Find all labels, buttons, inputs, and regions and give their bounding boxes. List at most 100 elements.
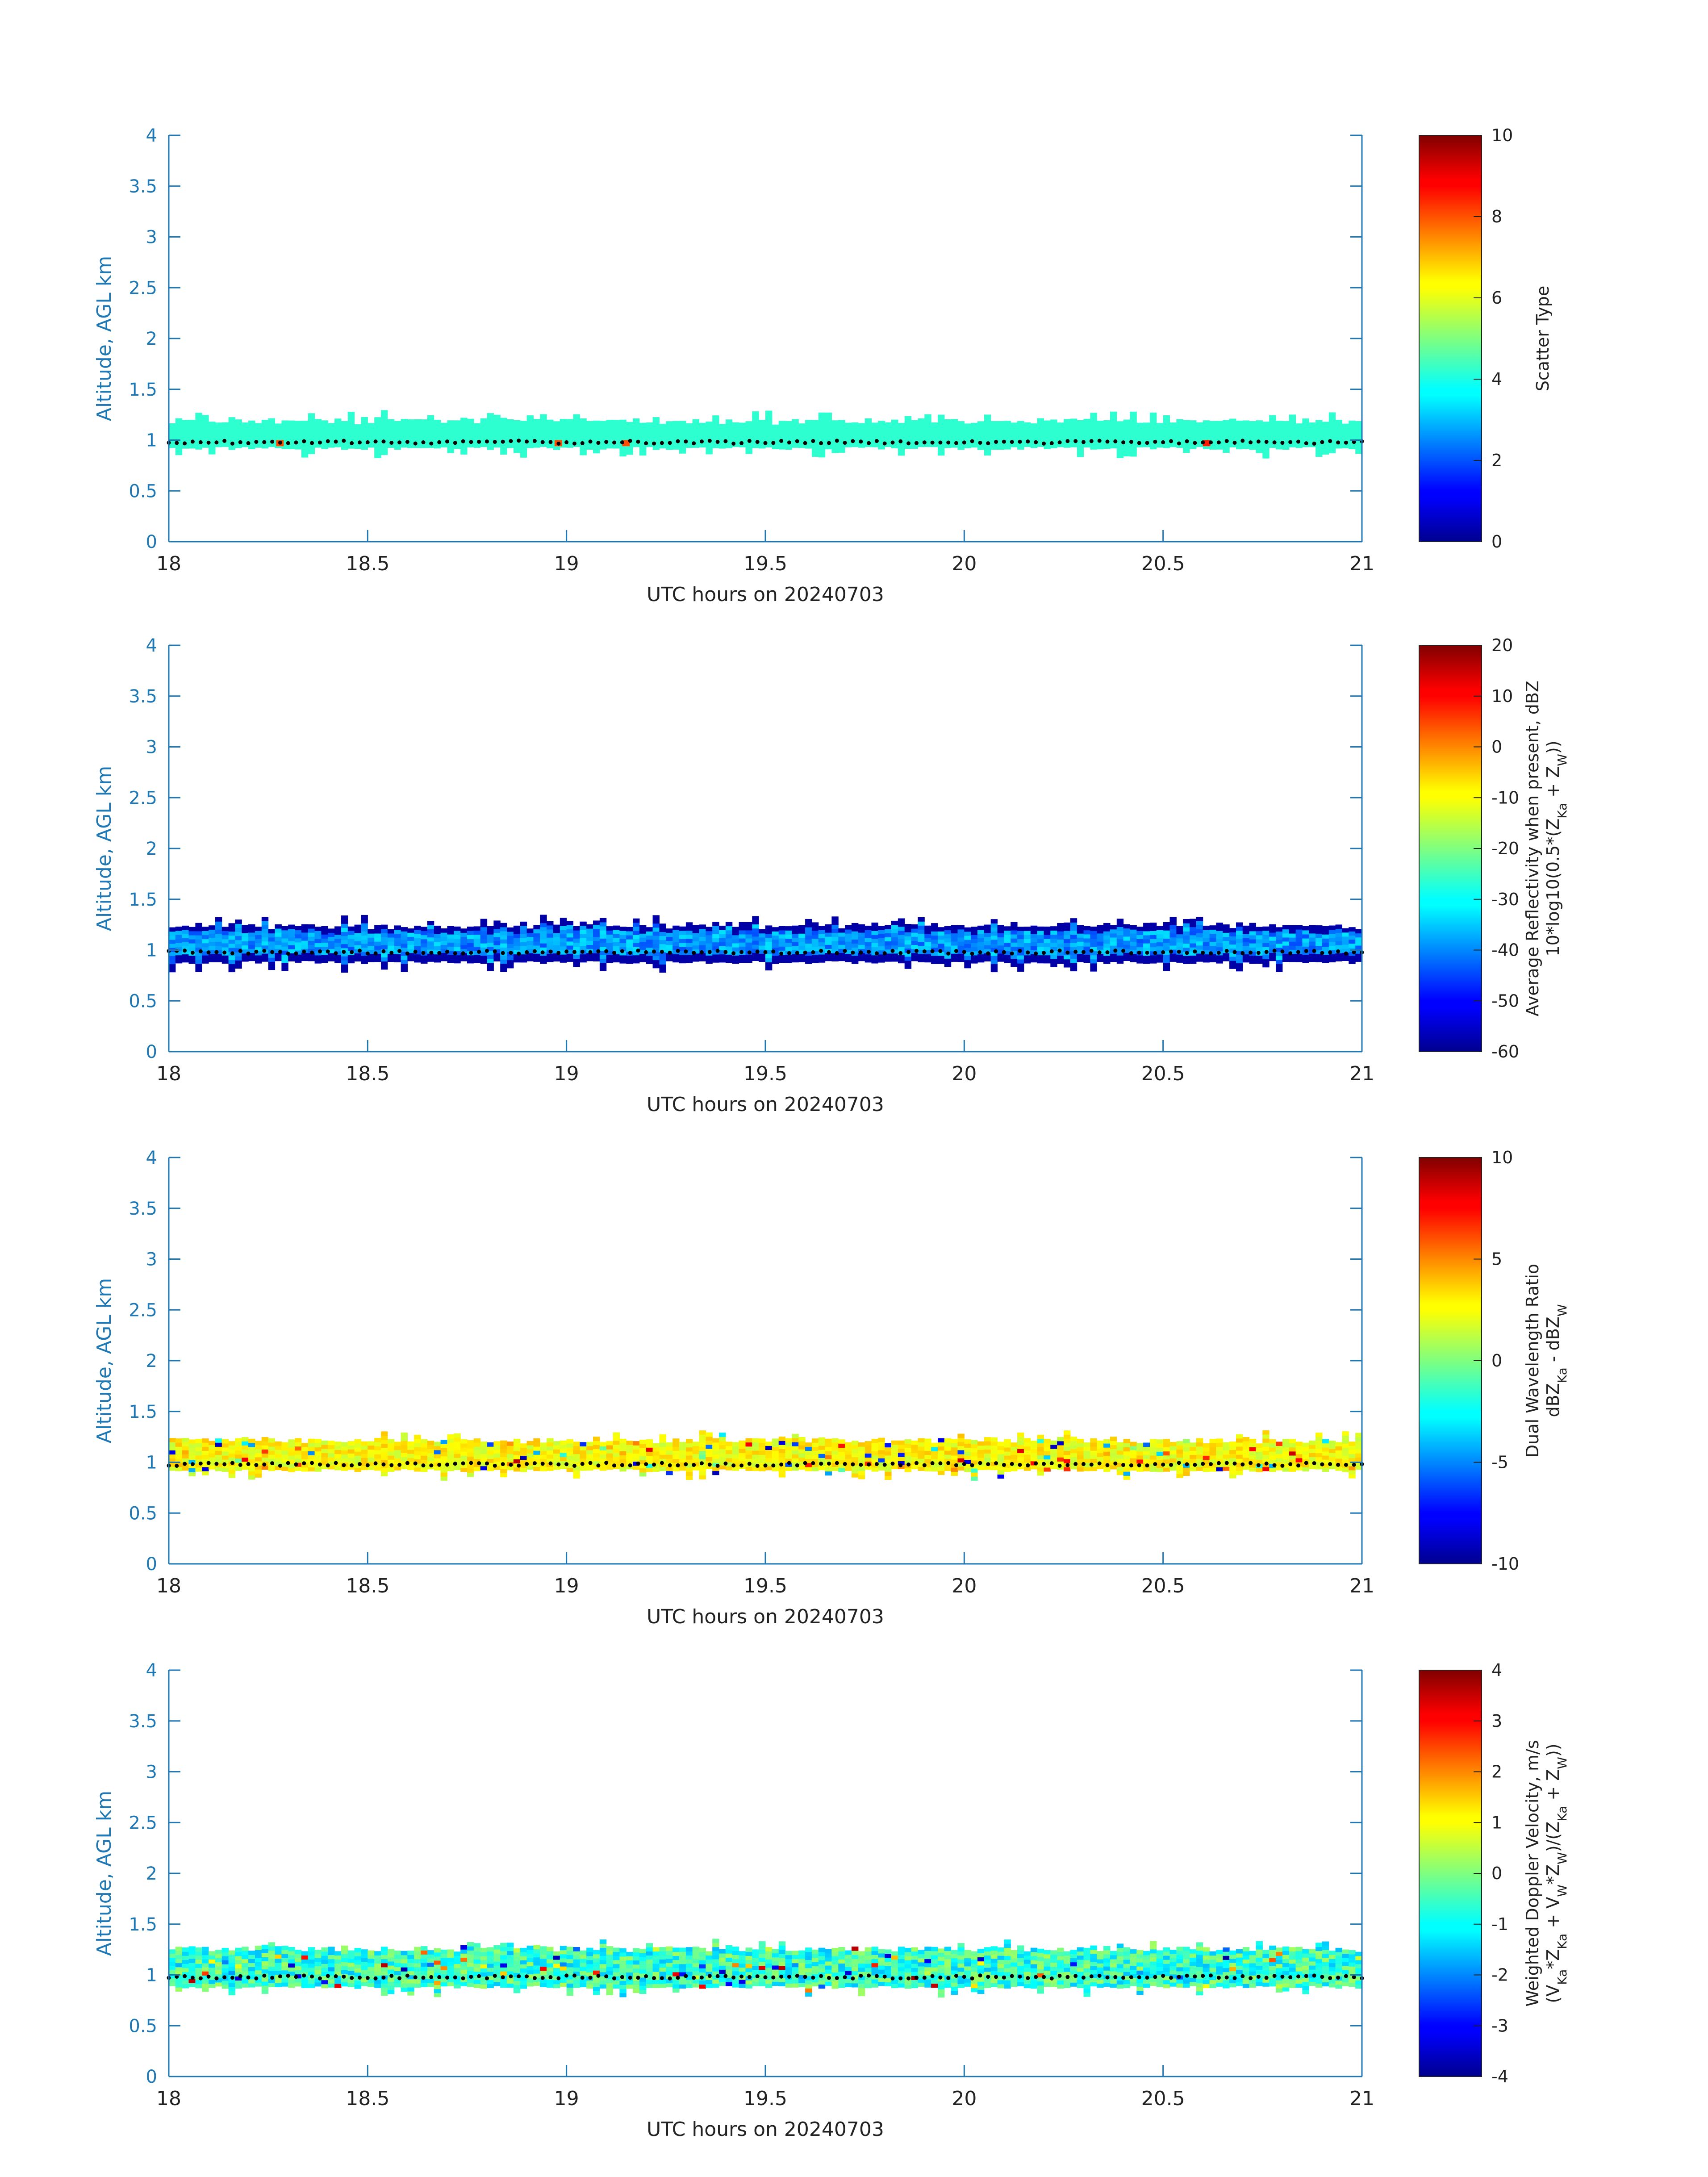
heatmap-cell [195, 1451, 202, 1456]
heatmap-cell [1335, 436, 1342, 441]
heatmap-cell [1030, 929, 1038, 934]
heatmap-cell [666, 1442, 673, 1447]
heatmap-cell [1077, 953, 1084, 958]
heatmap-cell [374, 937, 381, 942]
cloud-base-point [1185, 439, 1189, 443]
heatmap-cell [308, 928, 315, 933]
heatmap-cell [467, 1444, 474, 1449]
heatmap-cell [752, 415, 759, 420]
cloud-base-point [755, 949, 760, 954]
heatmap-cell [321, 420, 328, 425]
heatmap-cell [387, 1451, 395, 1456]
heatmap-cell [672, 1450, 680, 1455]
heatmap-cell [1196, 1458, 1203, 1463]
heatmap-cell [447, 420, 454, 425]
cloud-base-point [381, 439, 386, 444]
heatmap-cell [1077, 933, 1084, 938]
heatmap-cell [175, 1438, 183, 1443]
heatmap-cell [553, 445, 560, 450]
heatmap-cell [533, 439, 540, 444]
heatmap-cell [334, 951, 342, 955]
heatmap-cell [1163, 1463, 1170, 1468]
heatmap-cell [1130, 1450, 1137, 1454]
heatmap-cell [685, 1467, 693, 1472]
heatmap-cell [652, 433, 660, 438]
heatmap-cell [580, 1458, 587, 1463]
heatmap-cell [765, 1446, 773, 1450]
heatmap-cell [633, 943, 640, 947]
heatmap-cell [1256, 1467, 1263, 1472]
heatmap-cell [447, 954, 454, 959]
heatmap-cell [321, 428, 328, 433]
cloud-base-point [882, 951, 887, 956]
cloud-base-point [206, 440, 211, 445]
cloud-base-point [970, 952, 974, 956]
heatmap-cell [864, 439, 872, 443]
heatmap-cell [785, 1458, 792, 1463]
heatmap-cell [1328, 941, 1336, 946]
heatmap-cell [1011, 422, 1018, 427]
heatmap-cell [719, 934, 726, 938]
heatmap-cell [1110, 1457, 1117, 1462]
heatmap-cell [831, 932, 839, 937]
cloud-base-point [1153, 439, 1157, 444]
heatmap-cell [1163, 443, 1170, 448]
heatmap-cell [805, 420, 812, 424]
heatmap-cell [513, 444, 521, 449]
heatmap-cell [295, 1442, 302, 1447]
heatmap-cell [1077, 448, 1084, 453]
heatmap-cell [818, 1446, 826, 1450]
heatmap-cell [1011, 950, 1018, 955]
heatmap-cell [314, 1455, 322, 1460]
heatmap-cell [341, 915, 348, 920]
heatmap-cell [1077, 941, 1084, 946]
heatmap-cell [852, 1449, 859, 1454]
heatmap-cell [997, 925, 1004, 929]
heatmap-cell [281, 1462, 288, 1467]
heatmap-cell [739, 435, 746, 439]
heatmap-cell [613, 929, 620, 934]
heatmap-cell [1090, 939, 1097, 943]
heatmap-cell [1335, 1466, 1342, 1471]
heatmap-cell [1123, 419, 1130, 424]
heatmap-cell [454, 959, 461, 964]
heatmap-cell [1143, 947, 1150, 952]
heatmap-cell [938, 422, 945, 427]
heatmap-cell [1103, 927, 1111, 932]
cloud-base-point [1113, 439, 1118, 443]
heatmap-cell [871, 959, 878, 964]
heatmap-cell [248, 1451, 255, 1455]
heatmap-cell [659, 1462, 666, 1467]
heatmap-cell [878, 1446, 885, 1450]
heatmap-cell [1163, 423, 1170, 428]
cloud-base-point [286, 1461, 290, 1465]
heatmap-cell [440, 944, 447, 949]
heatmap-cell [997, 945, 1004, 950]
heatmap-cell [328, 431, 335, 436]
heatmap-cell [374, 1454, 381, 1458]
heatmap-cell [1163, 1443, 1170, 1448]
heatmap-cell [845, 933, 852, 938]
cloud-base-point [342, 949, 346, 954]
heatmap-cell [467, 935, 474, 939]
heatmap-cell [944, 419, 952, 424]
cloud-base-point [1249, 950, 1253, 955]
heatmap-cell [745, 1446, 752, 1451]
cloud-base-point [684, 949, 688, 954]
heatmap-cell [460, 944, 468, 949]
heatmap-cell [639, 929, 647, 934]
cloud-base-point [779, 439, 784, 443]
cloud-base-point [668, 950, 672, 955]
heatmap-cell [971, 1456, 978, 1461]
heatmap-cell [1209, 441, 1216, 446]
heatmap-cell [964, 1451, 971, 1456]
heatmap-cell [811, 938, 819, 943]
heatmap-cell [699, 924, 706, 929]
heatmap-cell [1136, 927, 1144, 931]
heatmap-cell [421, 1455, 428, 1460]
heatmap-cell [785, 1467, 792, 1471]
heatmap-cell [692, 929, 700, 933]
heatmap-cell [792, 423, 799, 428]
heatmap-cell [347, 424, 355, 429]
heatmap-cell [526, 423, 534, 428]
